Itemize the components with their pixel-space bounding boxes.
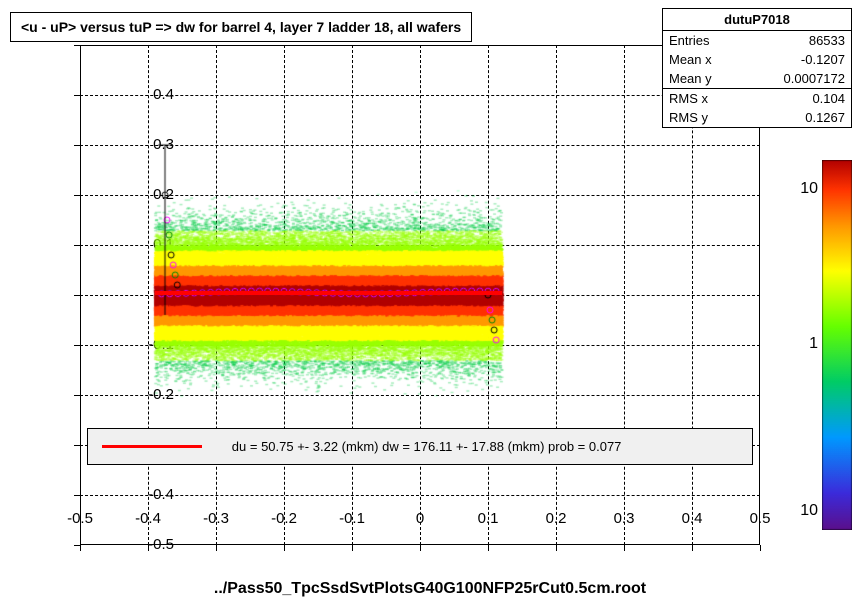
stats-rows: Entries 86533 Mean x -0.1207 Mean y 0.0007172…	[663, 31, 851, 127]
stats-value: -0.1207	[801, 52, 845, 67]
fit-legend-box: du = 50.75 +- 3.22 (mkm) dw = 176.11 +- …	[87, 428, 753, 465]
stats-box: dutuP7018 Entries86533Mean x-0.1207Mean …	[662, 8, 852, 128]
colorbar	[822, 160, 852, 530]
stats-row: RMS x 0.104	[663, 88, 851, 108]
colorbar-label: 10	[800, 180, 818, 198]
stats-label: Mean x	[669, 52, 712, 67]
plot-area: du = 50.75 +- 3.22 (mkm) dw = 176.11 +- …	[80, 45, 760, 545]
stats-row: RMS y 0.1267	[663, 108, 851, 127]
stats-row: Mean x -0.1207	[663, 50, 851, 69]
stats-label: Entries	[669, 33, 709, 48]
stats-value: 0.1267	[805, 110, 845, 125]
chart-title-box: <u - uP> versus tuP => dw for barrel 4, …	[10, 12, 472, 42]
fit-legend-text: du = 50.75 +- 3.22 (mkm) dw = 176.11 +- …	[232, 439, 622, 454]
chart-title: <u - uP> versus tuP => dw for barrel 4, …	[21, 19, 461, 35]
stats-row: Entries 86533	[663, 31, 851, 50]
fit-line	[155, 291, 502, 295]
stats-label: RMS x	[669, 91, 708, 106]
stats-label: Mean y	[669, 71, 712, 86]
fit-line-sample	[102, 445, 202, 448]
stats-name: dutuP7018	[663, 9, 851, 31]
colorbar-label: 1	[809, 335, 818, 353]
heatmap-canvas	[80, 45, 760, 545]
colorbar-label: 10	[800, 502, 818, 520]
file-label: ../Pass50_TpcSsdSvtPlotsG40G100NFP25rCut…	[214, 580, 646, 598]
stats-value: 86533	[809, 33, 845, 48]
stats-label: RMS y	[669, 110, 708, 125]
stats-value: 0.0007172	[784, 71, 845, 86]
stats-value: 0.104	[812, 91, 845, 106]
stats-row: Mean y 0.0007172	[663, 69, 851, 88]
